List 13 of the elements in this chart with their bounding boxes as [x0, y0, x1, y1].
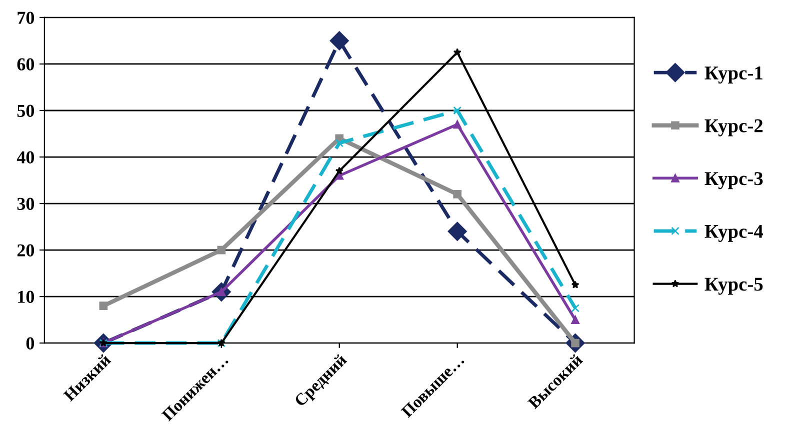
- legend-label: Курс-2: [704, 119, 763, 136]
- y-tick-label: 50: [17, 104, 34, 117]
- legend-label: Курс-1: [704, 66, 762, 84]
- y-tick-label: 10: [18, 290, 34, 303]
- y-tick-label: 20: [17, 244, 34, 256]
- legend-label: Курс-4: [704, 224, 764, 242]
- legend-label: Курс-5: [704, 278, 763, 295]
- y-tick-label: 40: [16, 151, 34, 164]
- legend-label: Курс-3: [704, 172, 763, 190]
- y-tick-label: 70: [18, 12, 34, 24]
- y-tick-label: 60: [17, 58, 34, 70]
- y-tick-label: 0: [26, 337, 34, 350]
- y-tick-label: 30: [17, 198, 34, 210]
